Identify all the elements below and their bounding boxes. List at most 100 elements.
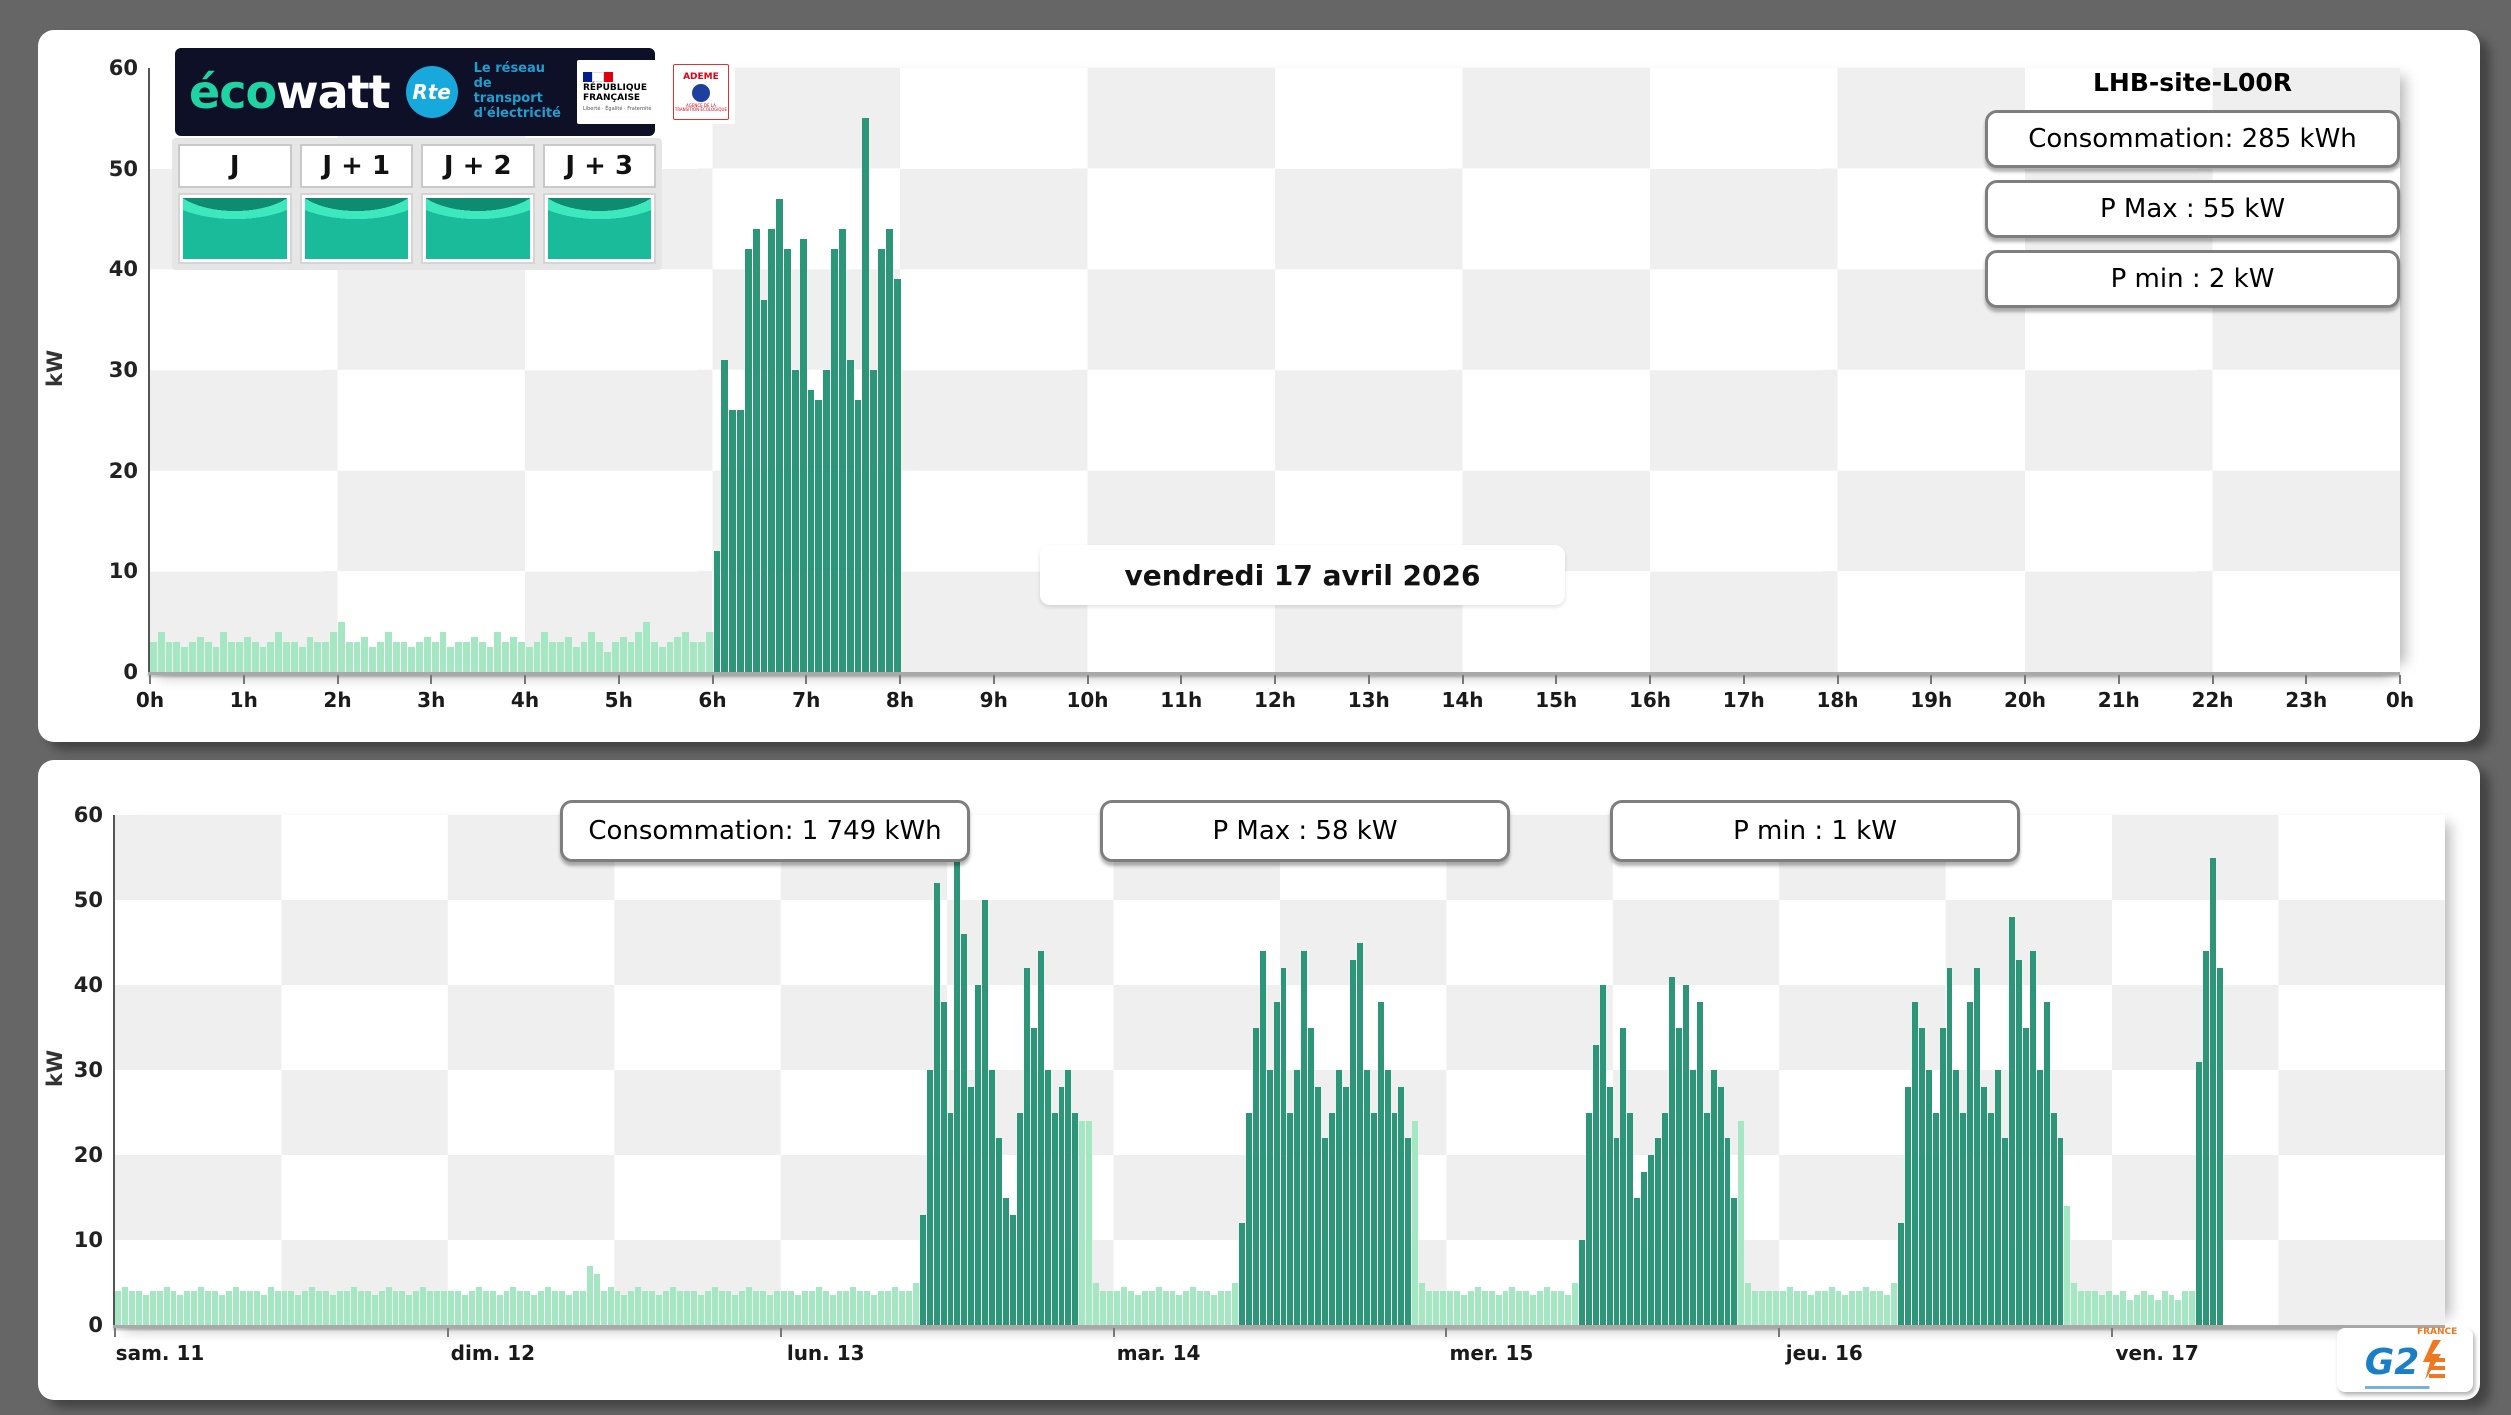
bar bbox=[489, 1291, 496, 1325]
bar bbox=[808, 1291, 815, 1325]
bar bbox=[251, 641, 259, 672]
bar bbox=[1114, 1291, 1120, 1325]
bar bbox=[912, 1282, 919, 1325]
bar bbox=[588, 631, 596, 672]
x-tick-label: 12h bbox=[1253, 688, 1297, 712]
day-thumbnail-j1[interactable] bbox=[299, 193, 413, 264]
bar bbox=[2175, 1299, 2182, 1325]
day-thumbnail-j2[interactable] bbox=[421, 193, 535, 264]
bar bbox=[557, 641, 564, 672]
bar bbox=[1884, 1295, 1890, 1325]
bar bbox=[2147, 1295, 2154, 1325]
bar bbox=[781, 1291, 787, 1325]
bar bbox=[260, 1295, 267, 1325]
bar bbox=[191, 1291, 198, 1325]
ademe-logo: ADEME AGENCE DE LA TRANSITION ÉCOLOGIQUE bbox=[672, 64, 729, 120]
bar bbox=[1925, 1070, 1932, 1325]
bar bbox=[822, 1291, 829, 1325]
bar bbox=[406, 1295, 413, 1325]
x-tick-mark bbox=[2305, 675, 2308, 684]
bar bbox=[1065, 1070, 1072, 1325]
bar bbox=[2182, 1291, 2189, 1325]
bar bbox=[502, 641, 510, 672]
bar bbox=[1585, 1112, 1592, 1325]
bar bbox=[1745, 1282, 1752, 1325]
x-tick-mark bbox=[1461, 675, 1464, 684]
x-tick-label: 17h bbox=[1722, 688, 1765, 712]
today-consumption-badge: Consommation: 285 kWh bbox=[1985, 110, 2400, 168]
day-button-j[interactable]: J bbox=[178, 144, 292, 188]
bar bbox=[1100, 1291, 1107, 1325]
bar bbox=[220, 631, 228, 672]
bar bbox=[361, 636, 369, 672]
x-tick-mark bbox=[2117, 675, 2120, 684]
bar bbox=[416, 641, 423, 672]
bar bbox=[525, 646, 533, 672]
x-tick-mark bbox=[805, 675, 808, 684]
bar bbox=[1641, 1172, 1648, 1325]
x-tick-label: 4h bbox=[510, 688, 540, 712]
ecowatt-day-selector: J J + 1 J + 2 J + 3 bbox=[172, 138, 662, 270]
bar bbox=[1509, 1286, 1516, 1325]
bar bbox=[1835, 1291, 1842, 1325]
bar bbox=[1786, 1286, 1793, 1325]
bar bbox=[864, 1291, 871, 1325]
bar bbox=[2092, 1291, 2099, 1325]
bar bbox=[455, 641, 463, 672]
bar bbox=[1349, 959, 1356, 1325]
bar bbox=[198, 1286, 205, 1325]
bar bbox=[1322, 1138, 1329, 1325]
bar bbox=[1405, 1138, 1412, 1325]
x-axis-ticks: 0h 1h 2h 3h 4h 5h 6h 7h 8h 9h 10h 11h 12h 13h 14h 15h 16… bbox=[136, 672, 2414, 722]
bar bbox=[711, 1286, 718, 1325]
day-selector-col-j: J bbox=[178, 144, 292, 264]
today-pmin-badge: P min : 2 kW bbox=[1985, 250, 2400, 308]
bar bbox=[173, 641, 181, 672]
day-button-j2[interactable]: J + 2 bbox=[421, 144, 535, 188]
lightning-bolt-icon bbox=[2419, 1339, 2446, 1380]
bar bbox=[799, 239, 807, 672]
x-tick-label: jeu. 16 bbox=[1785, 1341, 1863, 1365]
republique-francaise-logo: RÉPUBLIQUE FRANÇAISE Liberté · Égalité · … bbox=[582, 72, 667, 112]
bar bbox=[163, 1286, 170, 1325]
day-thumbnail-j[interactable] bbox=[178, 193, 292, 264]
bar bbox=[596, 641, 604, 672]
ecowatt-logo: écowatt bbox=[189, 65, 391, 119]
bar bbox=[656, 1295, 663, 1325]
x-tick-label: dim. 12 bbox=[450, 1341, 536, 1365]
bar bbox=[385, 1286, 392, 1325]
bar bbox=[580, 641, 588, 672]
bar bbox=[1467, 1291, 1474, 1325]
bar bbox=[1280, 968, 1287, 1325]
bar bbox=[369, 646, 377, 672]
bar bbox=[454, 1291, 461, 1325]
bar bbox=[1849, 1291, 1856, 1325]
day-thumbnail-j3[interactable] bbox=[542, 193, 656, 264]
bar bbox=[1918, 1027, 1925, 1325]
bar bbox=[705, 631, 713, 672]
bar bbox=[337, 621, 345, 672]
day-button-j3[interactable]: J + 3 bbox=[542, 144, 656, 188]
bar bbox=[628, 1291, 635, 1325]
x-tick-mark bbox=[1274, 675, 1276, 684]
bar bbox=[1773, 1291, 1779, 1325]
bar bbox=[541, 631, 549, 672]
bar bbox=[1995, 1070, 2001, 1325]
bar bbox=[228, 641, 236, 672]
x-tick-mark bbox=[149, 675, 151, 684]
bar bbox=[1606, 1087, 1613, 1325]
bar bbox=[427, 1291, 434, 1325]
y-tick-label: 0 bbox=[88, 1313, 103, 1337]
day-button-j1[interactable]: J + 1 bbox=[299, 144, 413, 188]
week-pmin-badge: P min : 1 kW bbox=[1610, 800, 2020, 862]
bar bbox=[1696, 1002, 1703, 1325]
x-tick-label: 23h bbox=[2285, 688, 2328, 712]
bar bbox=[353, 641, 361, 672]
bar bbox=[2071, 1282, 2078, 1325]
bar bbox=[1807, 1295, 1814, 1325]
x-tick-mark bbox=[899, 675, 901, 684]
x-tick-mark bbox=[1836, 675, 1839, 684]
bar bbox=[1266, 1070, 1273, 1325]
x-tick-label: 16h bbox=[1628, 688, 1672, 712]
bar bbox=[135, 1291, 142, 1325]
